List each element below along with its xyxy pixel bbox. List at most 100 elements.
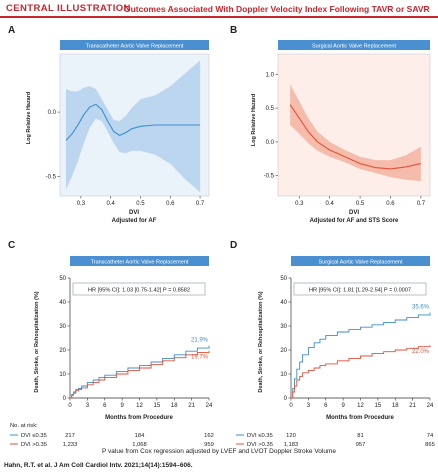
risk-count: 184 (135, 433, 145, 439)
panel-letter-d: D (230, 240, 237, 251)
panel-b-xlabel: DVI (349, 210, 359, 216)
x-tick-label: 0.3 (77, 201, 86, 207)
risk-count: 1,183 (284, 442, 299, 448)
panel-a-plot: 0.3 0.4 0.5 0.6 0.7 0.0 -0.5 (46, 53, 210, 207)
km-curve-dvi-gt-035 (70, 350, 210, 399)
citation: Hahn, R.T. et al. J Am Coll Cardiol Intv… (4, 462, 193, 469)
panel-d-hr-text: HR [95% CI]: 1.81 [1.29-2.54] P = 0.0007 (309, 288, 411, 294)
x-tick-label: 6 (324, 403, 328, 409)
y-tick-label: 0.0 (266, 140, 275, 146)
y-tick-label: 20 (59, 348, 66, 354)
risk-row-label: DVI >0.35 (247, 442, 273, 448)
figure-title: Outcomes Associated With Doppler Velocit… (124, 3, 430, 14)
x-tick-label: 21 (188, 403, 195, 409)
footnote-p-value: P value from Cox regression adjusted by … (102, 448, 336, 455)
x-tick-label: 9 (341, 403, 345, 409)
central-illustration-label: CENTRAL ILLUSTRATION (6, 3, 131, 14)
risk-title-c: No. at risk: (10, 423, 38, 429)
x-tick-label: 9 (120, 403, 124, 409)
panel-a-ylabel: Log Relative Hazard (26, 92, 32, 145)
x-tick-label: 12 (357, 403, 364, 409)
y-tick-label: 50 (280, 276, 287, 282)
risk-count: 1,068 (132, 442, 147, 448)
x-tick-label: 0.5 (136, 201, 145, 207)
risk-count: 865 (425, 442, 435, 448)
km-end-label: 19.7% (191, 355, 209, 361)
km-curve-dvi-le-035 (291, 312, 431, 399)
panel-b-ylabel: Log Relative Hazard (251, 94, 257, 147)
panel-a-xlabel-2: Adjusted for AF (112, 218, 157, 224)
y-tick-label: 40 (59, 300, 66, 306)
panel-c-banner-text: Transcatheter Aortic Valve Replacement (91, 260, 189, 266)
x-tick-label: 15 (154, 403, 161, 409)
x-tick-label: 12 (136, 403, 143, 409)
km-curve-dvi-gt-035 (291, 345, 431, 399)
panel-d-plot: 0 10 20 30 40 50 0 3 6 9 12 15 18 21 24 35.6% 22.0% (280, 276, 434, 409)
x-tick-label: 18 (171, 403, 178, 409)
panel-letter-b: B (230, 25, 237, 36)
panel-d-banner (291, 256, 430, 266)
y-tick-label: 30 (280, 324, 287, 330)
panel-c-hr-box (72, 282, 206, 296)
risk-table-d: DVI ≤0.35 120 81 74 DVI >0.35 1,183 957 865 (236, 433, 435, 448)
panel-c-xlabel: Months from Procedure (105, 415, 173, 421)
x-tick-label: 18 (392, 403, 399, 409)
y-tick-label: 0 (284, 396, 288, 402)
panel-b-xlabel-2: Adjusted for AF and STS Score (310, 218, 399, 224)
x-tick-label: 15 (375, 403, 382, 409)
x-tick-label: 0 (289, 403, 293, 409)
x-tick-label: 6 (103, 403, 107, 409)
x-tick-label: 24 (427, 403, 434, 409)
y-tick-label: -0.5 (264, 174, 275, 180)
panel-b-banner-text: Surgical Aortic Valve Replacement (312, 44, 396, 50)
panel-b-banner (278, 40, 430, 50)
x-tick-label: 0.4 (106, 201, 115, 207)
panel-d-banner-text: Surgical Aortic Valve Replacement (319, 260, 403, 266)
x-tick-label: 0.6 (166, 201, 175, 207)
x-tick-label: 21 (409, 403, 416, 409)
x-tick-label: 0.7 (417, 201, 426, 207)
x-tick-label: 3 (307, 403, 311, 409)
x-tick-label: 0.5 (356, 201, 365, 207)
panel-a-xlabel: DVI (129, 210, 139, 216)
panel-c-banner (70, 256, 209, 266)
y-tick-label: 40 (280, 300, 287, 306)
y-tick-label: 0.0 (48, 110, 57, 116)
panel-c-plot: 0 10 20 30 40 50 0 3 6 9 12 15 18 21 24 21.9% 19.7% (59, 276, 213, 409)
risk-row-label: DVI >0.35 (21, 442, 47, 448)
header-rule (0, 16, 438, 18)
y-tick-label: 10 (59, 372, 66, 378)
x-tick-label: 3 (86, 403, 90, 409)
panel-a-banner (60, 40, 209, 50)
risk-count: 959 (204, 442, 214, 448)
y-tick-label: 10 (280, 372, 287, 378)
figure-header: CENTRAL ILLUSTRATION Outcomes Associated… (0, 0, 438, 18)
risk-count: 1,233 (63, 442, 78, 448)
panel-d-hr-box (293, 282, 427, 296)
panel-b-plot: 0.3 0.4 0.5 0.6 0.7 1.0 0.5 0.0 -0.5 (264, 53, 431, 207)
y-tick-label: 20 (280, 348, 287, 354)
x-tick-label: 0 (68, 403, 72, 409)
risk-count: 120 (286, 433, 296, 439)
risk-count: 957 (356, 442, 366, 448)
panel-d-ylabel: Death, Stroke, or Rehospitalization (%) (258, 291, 264, 392)
x-tick-label: 0.3 (295, 201, 304, 207)
y-tick-label: 30 (59, 324, 66, 330)
risk-count: 217 (65, 433, 75, 439)
panel-d-xlabel: Months from Procedure (326, 415, 394, 421)
km-end-label: 21.9% (191, 337, 209, 343)
panel-a-ci-band (65, 60, 201, 193)
y-tick-label: 0 (63, 396, 67, 402)
y-tick-label: 0.5 (266, 106, 275, 112)
y-tick-label: 1.0 (266, 72, 275, 78)
y-tick-label: -0.5 (46, 175, 57, 181)
panel-b-hazard-line (289, 104, 421, 170)
x-tick-label: 0.6 (386, 201, 395, 207)
risk-count: 74 (427, 433, 434, 439)
x-tick-label: 0.4 (326, 201, 335, 207)
risk-row-label: DVI ≤0.35 (21, 433, 47, 439)
risk-count: 162 (204, 433, 214, 439)
panel-letter-c: C (8, 240, 15, 251)
panel-letter-a: A (8, 25, 15, 36)
